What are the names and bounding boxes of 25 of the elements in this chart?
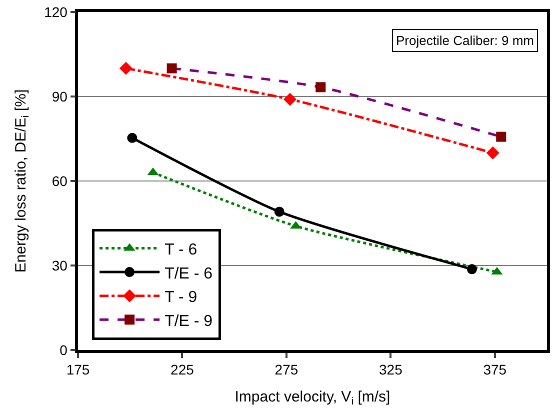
x-tick-label: 275 <box>274 362 298 378</box>
x-tick-label: 225 <box>170 362 194 378</box>
point <box>316 82 326 92</box>
x-tick-label: 325 <box>378 362 403 378</box>
point <box>496 132 506 142</box>
point <box>486 146 500 160</box>
point <box>119 62 132 75</box>
legend-label: T/E - 6 <box>164 265 213 282</box>
x-axis-title: Impact velocity, V$_{i}$ [m/s] <box>234 388 390 408</box>
y-tick-label: 30 <box>52 257 68 274</box>
point <box>466 264 477 274</box>
legend-label: T - 9 <box>164 289 198 306</box>
annotation: Projectile Caliber: 9 mm <box>396 33 534 48</box>
y-tick-label: 90 <box>52 88 68 104</box>
x-tick-label: 375 <box>483 362 507 378</box>
y-tick-label: 120 <box>44 4 68 20</box>
point <box>274 206 284 217</box>
legend-label: T/E - 9 <box>164 312 213 330</box>
y-tick-label: 0 <box>60 342 68 358</box>
point <box>127 132 138 143</box>
y-tick-label: 60 <box>52 172 68 189</box>
x-tick-label: 175 <box>66 362 90 378</box>
point <box>283 92 296 106</box>
legend-label: T - 6 <box>164 242 198 258</box>
point <box>166 63 177 74</box>
